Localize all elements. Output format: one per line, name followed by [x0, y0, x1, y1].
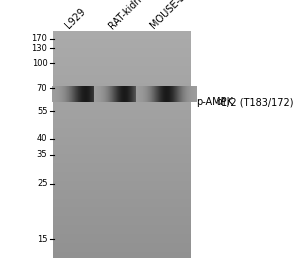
Text: 15: 15	[37, 235, 47, 244]
Text: 1/2 (T183/172): 1/2 (T183/172)	[221, 97, 294, 107]
Text: 100: 100	[32, 59, 47, 68]
Text: RAT-kidney: RAT-kidney	[106, 0, 151, 31]
Text: MOUSE-BRAIN: MOUSE-BRAIN	[148, 0, 204, 31]
Text: 130: 130	[32, 44, 47, 53]
Text: 25: 25	[37, 179, 47, 188]
Text: 170: 170	[32, 34, 47, 43]
Text: 55: 55	[37, 107, 47, 116]
Text: α: α	[217, 97, 223, 107]
Text: L929: L929	[63, 7, 87, 31]
Text: p-AMPK: p-AMPK	[196, 97, 233, 107]
Text: 70: 70	[37, 84, 47, 93]
Text: 35: 35	[37, 150, 47, 159]
Text: 40: 40	[37, 134, 47, 143]
